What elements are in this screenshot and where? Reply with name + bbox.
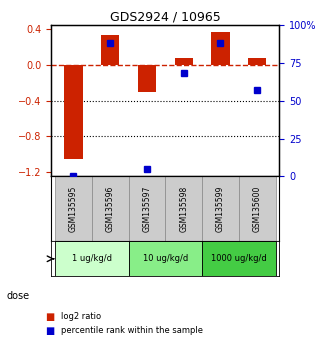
Text: 10 ug/kg/d: 10 ug/kg/d <box>143 254 188 263</box>
Bar <box>92 176 128 241</box>
Bar <box>128 241 202 276</box>
Bar <box>211 32 230 65</box>
Bar <box>202 176 239 241</box>
Text: GSM135599: GSM135599 <box>216 186 225 232</box>
Text: GSM135595: GSM135595 <box>69 186 78 232</box>
Text: ■: ■ <box>45 326 54 336</box>
Text: dose: dose <box>6 291 30 301</box>
Bar <box>55 176 92 241</box>
Bar <box>165 176 202 241</box>
Text: log2 ratio: log2 ratio <box>61 312 101 321</box>
Bar <box>64 65 82 159</box>
Bar <box>138 65 156 92</box>
Bar <box>239 176 276 241</box>
Bar <box>55 241 128 276</box>
Text: GSM135597: GSM135597 <box>143 186 152 232</box>
Bar <box>101 35 119 65</box>
Text: GSM135596: GSM135596 <box>106 186 115 232</box>
Bar <box>248 58 266 65</box>
Bar <box>175 58 193 65</box>
Text: 1000 ug/kg/d: 1000 ug/kg/d <box>211 254 267 263</box>
Text: percentile rank within the sample: percentile rank within the sample <box>61 326 203 336</box>
Title: GDS2924 / 10965: GDS2924 / 10965 <box>110 11 221 24</box>
Text: GSM135598: GSM135598 <box>179 186 188 232</box>
Text: GSM135600: GSM135600 <box>253 186 262 232</box>
Bar <box>128 176 165 241</box>
Text: 1 ug/kg/d: 1 ug/kg/d <box>72 254 112 263</box>
Text: ■: ■ <box>45 312 54 322</box>
Bar <box>202 241 276 276</box>
